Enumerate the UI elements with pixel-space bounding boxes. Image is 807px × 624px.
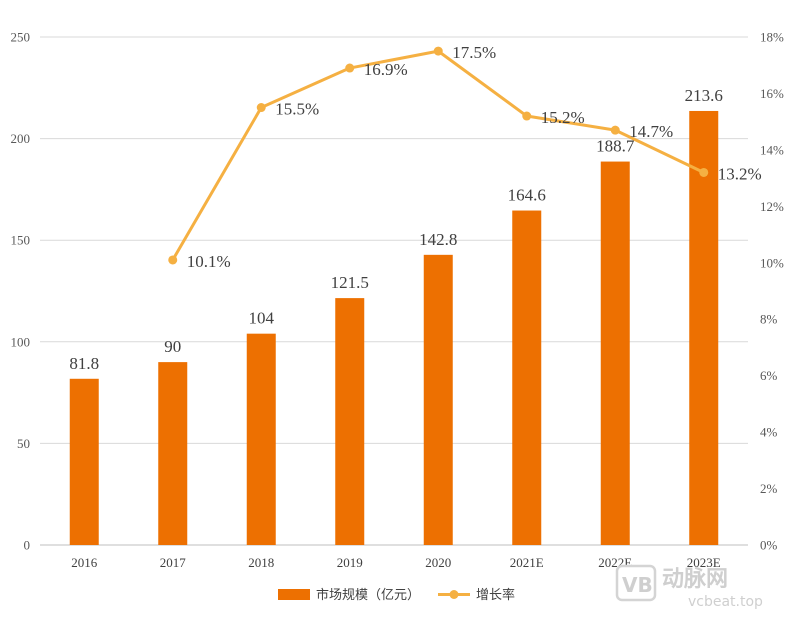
- y-right-tick-label: 14%: [760, 142, 784, 157]
- x-tick-label: 2017: [160, 555, 187, 570]
- bar: [423, 254, 453, 546]
- bar: [689, 110, 719, 546]
- y-right-tick-label: 10%: [760, 255, 784, 270]
- y-right-tick-label: 16%: [760, 86, 784, 101]
- x-tick-label: 2023E: [687, 555, 721, 570]
- y-right-tick-label: 18%: [760, 30, 784, 45]
- growth-point: [168, 255, 178, 265]
- bar: [158, 362, 188, 545]
- x-tick-label: 2020: [425, 555, 451, 570]
- growth-value-label: 16.9%: [364, 60, 408, 79]
- y-left-tick-label: 0: [24, 538, 31, 553]
- bar-value-label: 213.6: [685, 86, 723, 105]
- y-right-tick-label: 8%: [760, 312, 778, 327]
- y-right-tick-label: 6%: [760, 368, 778, 383]
- bar: [335, 298, 365, 545]
- growth-point: [610, 125, 620, 135]
- growth-point: [699, 167, 709, 177]
- bar: [246, 333, 276, 545]
- growth-value-label: 17.5%: [452, 43, 496, 62]
- y-left-tick-label: 250: [11, 30, 31, 45]
- x-tick-label: 2018: [248, 555, 274, 570]
- growth-value-label: 15.5%: [275, 100, 319, 119]
- y-right-tick-label: 12%: [760, 199, 784, 214]
- x-tick-label: 2022E: [598, 555, 632, 570]
- bars: [69, 110, 719, 546]
- bar-value-label: 104: [249, 309, 275, 328]
- legend: 市场规模（亿元） 增长率: [278, 587, 515, 603]
- axes: 0 50 100 150 200 250 0% 2% 4% 6% 8% 10% 12% 14% 16% 18%…: [11, 30, 785, 571]
- bar-value-label: 164.6: [508, 186, 546, 205]
- growth-point: [433, 46, 443, 56]
- bar: [600, 161, 630, 546]
- growth-value-label: 14.7%: [629, 122, 673, 141]
- y-right-tick-label: 4%: [760, 425, 778, 440]
- watermark: VB 动脉网 vcbeat.top: [615, 564, 763, 610]
- y-left-tick-label: 100: [11, 334, 31, 349]
- growth-point: [256, 103, 266, 113]
- data-labels: 81.8 90 104 121.5 142.8 164.6 188.7 213.6 10.1% 1…: [69, 43, 761, 373]
- legend-swatch-marker: [449, 590, 459, 599]
- gridlines: [40, 36, 748, 546]
- bar-value-label: 142.8: [419, 230, 457, 249]
- watermark-logo-mark: VB: [622, 573, 653, 597]
- y-left-tick-label: 150: [11, 233, 31, 248]
- bar-value-label: 121.5: [331, 273, 369, 292]
- legend-label-market-size: 市场规模（亿元）: [316, 587, 420, 603]
- y-right-tick-label: 2%: [760, 481, 778, 496]
- y-left-tick-label: 50: [17, 436, 30, 451]
- watermark-brand: 动脉网: [662, 567, 728, 592]
- legend-swatch-bar: [278, 589, 310, 600]
- bar-value-label: 188.7: [596, 137, 635, 156]
- y-left-tick-label: 200: [11, 131, 31, 146]
- growth-value-label: 10.1%: [187, 252, 231, 271]
- y-right-tick-label: 0%: [760, 538, 778, 553]
- growth-value-label: 15.2%: [541, 108, 585, 127]
- x-tick-label: 2019: [337, 555, 363, 570]
- watermark-url: vcbeat.top: [688, 594, 763, 610]
- legend-label-growth-rate: 增长率: [476, 587, 515, 603]
- growth-point: [522, 111, 532, 121]
- x-tick-label: 2016: [71, 555, 98, 570]
- watermark-logo-icon: [615, 564, 657, 602]
- x-tick-label: 2021E: [510, 555, 544, 570]
- growth-line: [168, 46, 709, 265]
- growth-value-label: 13.2%: [718, 164, 762, 183]
- bar: [69, 378, 99, 545]
- growth-point: [345, 63, 355, 73]
- bar-value-label: 81.8: [69, 354, 99, 373]
- bar-value-label: 90: [164, 337, 181, 356]
- bar: [512, 210, 542, 545]
